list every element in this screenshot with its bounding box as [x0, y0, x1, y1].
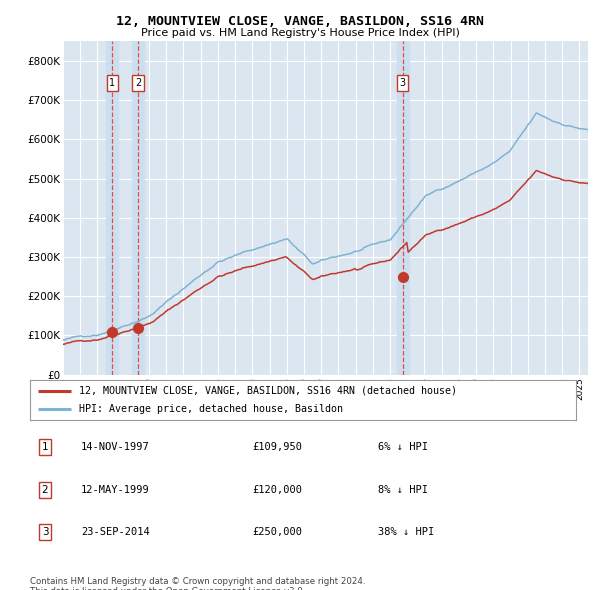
- Text: 3: 3: [41, 527, 49, 537]
- Text: 23-SEP-2014: 23-SEP-2014: [81, 527, 150, 537]
- Text: Contains HM Land Registry data © Crown copyright and database right 2024.
This d: Contains HM Land Registry data © Crown c…: [30, 577, 365, 590]
- Text: 38% ↓ HPI: 38% ↓ HPI: [378, 527, 434, 537]
- Text: £120,000: £120,000: [252, 485, 302, 494]
- Text: 12-MAY-1999: 12-MAY-1999: [81, 485, 150, 494]
- Text: 14-NOV-1997: 14-NOV-1997: [81, 442, 150, 452]
- Text: 8% ↓ HPI: 8% ↓ HPI: [378, 485, 428, 494]
- Text: 2: 2: [135, 78, 141, 88]
- Bar: [106, 41, 118, 375]
- Text: 1: 1: [109, 78, 115, 88]
- Bar: [397, 41, 409, 375]
- Text: 12, MOUNTVIEW CLOSE, VANGE, BASILDON, SS16 4RN (detached house): 12, MOUNTVIEW CLOSE, VANGE, BASILDON, SS…: [79, 386, 457, 396]
- Text: £109,950: £109,950: [252, 442, 302, 452]
- Text: £250,000: £250,000: [252, 527, 302, 537]
- Text: 6% ↓ HPI: 6% ↓ HPI: [378, 442, 428, 452]
- Text: 3: 3: [400, 78, 406, 88]
- Bar: [132, 41, 144, 375]
- Text: Price paid vs. HM Land Registry's House Price Index (HPI): Price paid vs. HM Land Registry's House …: [140, 28, 460, 38]
- Text: 12, MOUNTVIEW CLOSE, VANGE, BASILDON, SS16 4RN: 12, MOUNTVIEW CLOSE, VANGE, BASILDON, SS…: [116, 15, 484, 28]
- Text: 2: 2: [41, 485, 49, 494]
- Text: 1: 1: [41, 442, 49, 452]
- Text: HPI: Average price, detached house, Basildon: HPI: Average price, detached house, Basi…: [79, 404, 343, 414]
